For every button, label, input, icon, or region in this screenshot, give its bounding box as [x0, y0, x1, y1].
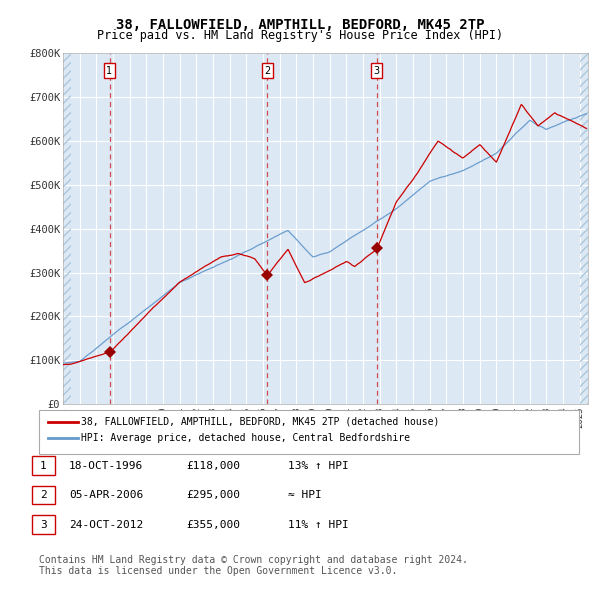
- Bar: [63, 53, 71, 404]
- Text: 1: 1: [40, 461, 47, 470]
- Text: 1: 1: [106, 65, 113, 76]
- Text: 38, FALLOWFIELD, AMPTHILL, BEDFORD, MK45 2TP: 38, FALLOWFIELD, AMPTHILL, BEDFORD, MK45…: [116, 18, 484, 32]
- Text: Contains HM Land Registry data © Crown copyright and database right 2024.
This d: Contains HM Land Registry data © Crown c…: [39, 555, 468, 576]
- Text: 24-OCT-2012: 24-OCT-2012: [69, 520, 143, 529]
- Text: 11% ↑ HPI: 11% ↑ HPI: [288, 520, 349, 529]
- Text: 18-OCT-1996: 18-OCT-1996: [69, 461, 143, 470]
- Text: 2: 2: [40, 490, 47, 500]
- Text: £355,000: £355,000: [186, 520, 240, 529]
- Bar: [580, 53, 588, 404]
- Text: ≈ HPI: ≈ HPI: [288, 490, 322, 500]
- Text: £295,000: £295,000: [186, 490, 240, 500]
- Text: 2: 2: [264, 65, 271, 76]
- Text: 3: 3: [40, 520, 47, 529]
- Text: £118,000: £118,000: [186, 461, 240, 470]
- Text: 05-APR-2006: 05-APR-2006: [69, 490, 143, 500]
- Text: 13% ↑ HPI: 13% ↑ HPI: [288, 461, 349, 470]
- Text: 38, FALLOWFIELD, AMPTHILL, BEDFORD, MK45 2TP (detached house): 38, FALLOWFIELD, AMPTHILL, BEDFORD, MK45…: [81, 417, 439, 427]
- Text: HPI: Average price, detached house, Central Bedfordshire: HPI: Average price, detached house, Cent…: [81, 433, 410, 443]
- Text: 3: 3: [373, 65, 380, 76]
- Text: Price paid vs. HM Land Registry's House Price Index (HPI): Price paid vs. HM Land Registry's House …: [97, 30, 503, 42]
